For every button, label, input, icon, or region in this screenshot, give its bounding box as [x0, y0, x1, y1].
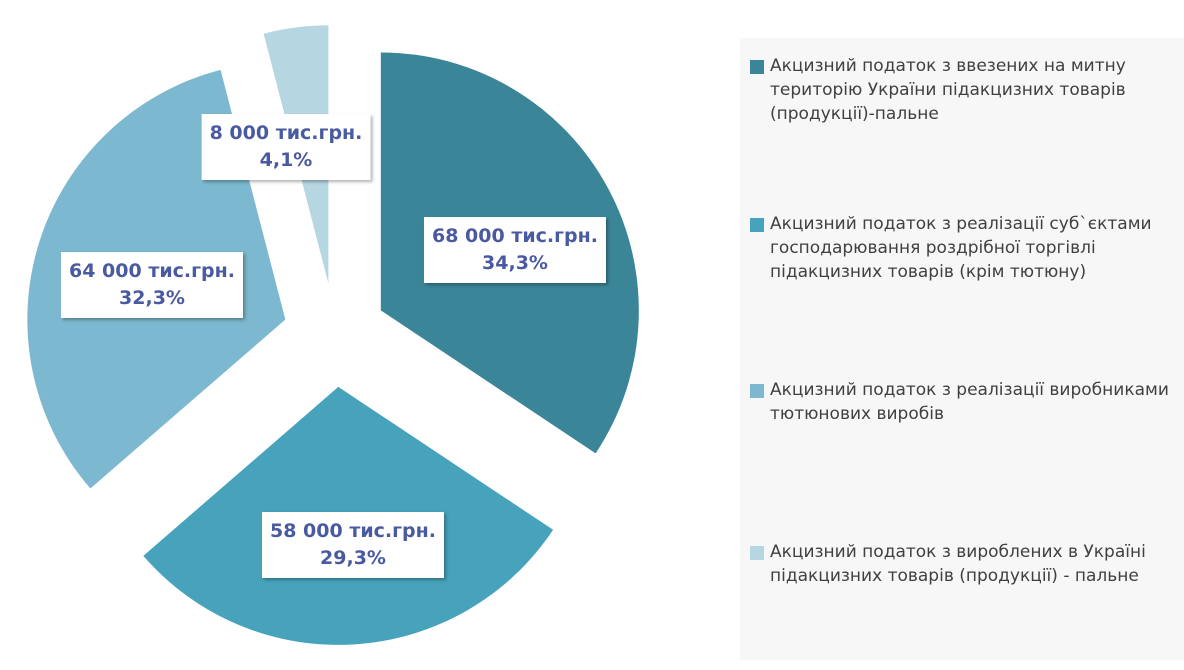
- legend-item: Акцизний податок з ввезених на митну тер…: [750, 54, 1184, 126]
- percent-label: 29,3%: [320, 547, 386, 569]
- percent-label: 32,3%: [119, 287, 185, 309]
- percent-label: 34,3%: [482, 252, 548, 274]
- data-label: 68 000 тис.грн. 34,3%: [423, 217, 607, 283]
- value-label: 68 000 тис.грн.: [431, 225, 599, 247]
- legend-label: Акцизний податок з реалізації суб`єктами…: [770, 214, 1152, 282]
- legend-label: Акцизний податок з реалізації виробникам…: [770, 380, 1169, 424]
- legend-item: Акцизний податок з реалізації виробникам…: [750, 378, 1184, 426]
- value-label: 64 000 тис.грн.: [68, 260, 236, 282]
- legend-swatch: [750, 384, 764, 398]
- legend-item: Акцизний податок з вироблених в Україні …: [750, 540, 1184, 588]
- legend-swatch: [750, 218, 764, 232]
- legend-label: Акцизний податок з вироблених в Україні …: [770, 542, 1146, 586]
- data-label: 58 000 тис.грн. 29,3%: [261, 512, 445, 578]
- legend-label: Акцизний податок з ввезених на митну тер…: [770, 56, 1126, 124]
- data-label: 64 000 тис.грн. 32,3%: [60, 252, 244, 318]
- legend-item: Акцизний податок з реалізації суб`єктами…: [750, 212, 1184, 284]
- value-label: 58 000 тис.грн.: [269, 520, 437, 542]
- percent-label: 4,1%: [259, 149, 313, 171]
- data-label: 8 000 тис.грн. 4,1%: [201, 114, 371, 180]
- value-label: 8 000 тис.грн.: [209, 122, 363, 144]
- legend-swatch: [750, 60, 764, 74]
- legend-swatch: [750, 546, 764, 560]
- legend: Акцизний податок з ввезених на митну тер…: [740, 38, 1184, 660]
